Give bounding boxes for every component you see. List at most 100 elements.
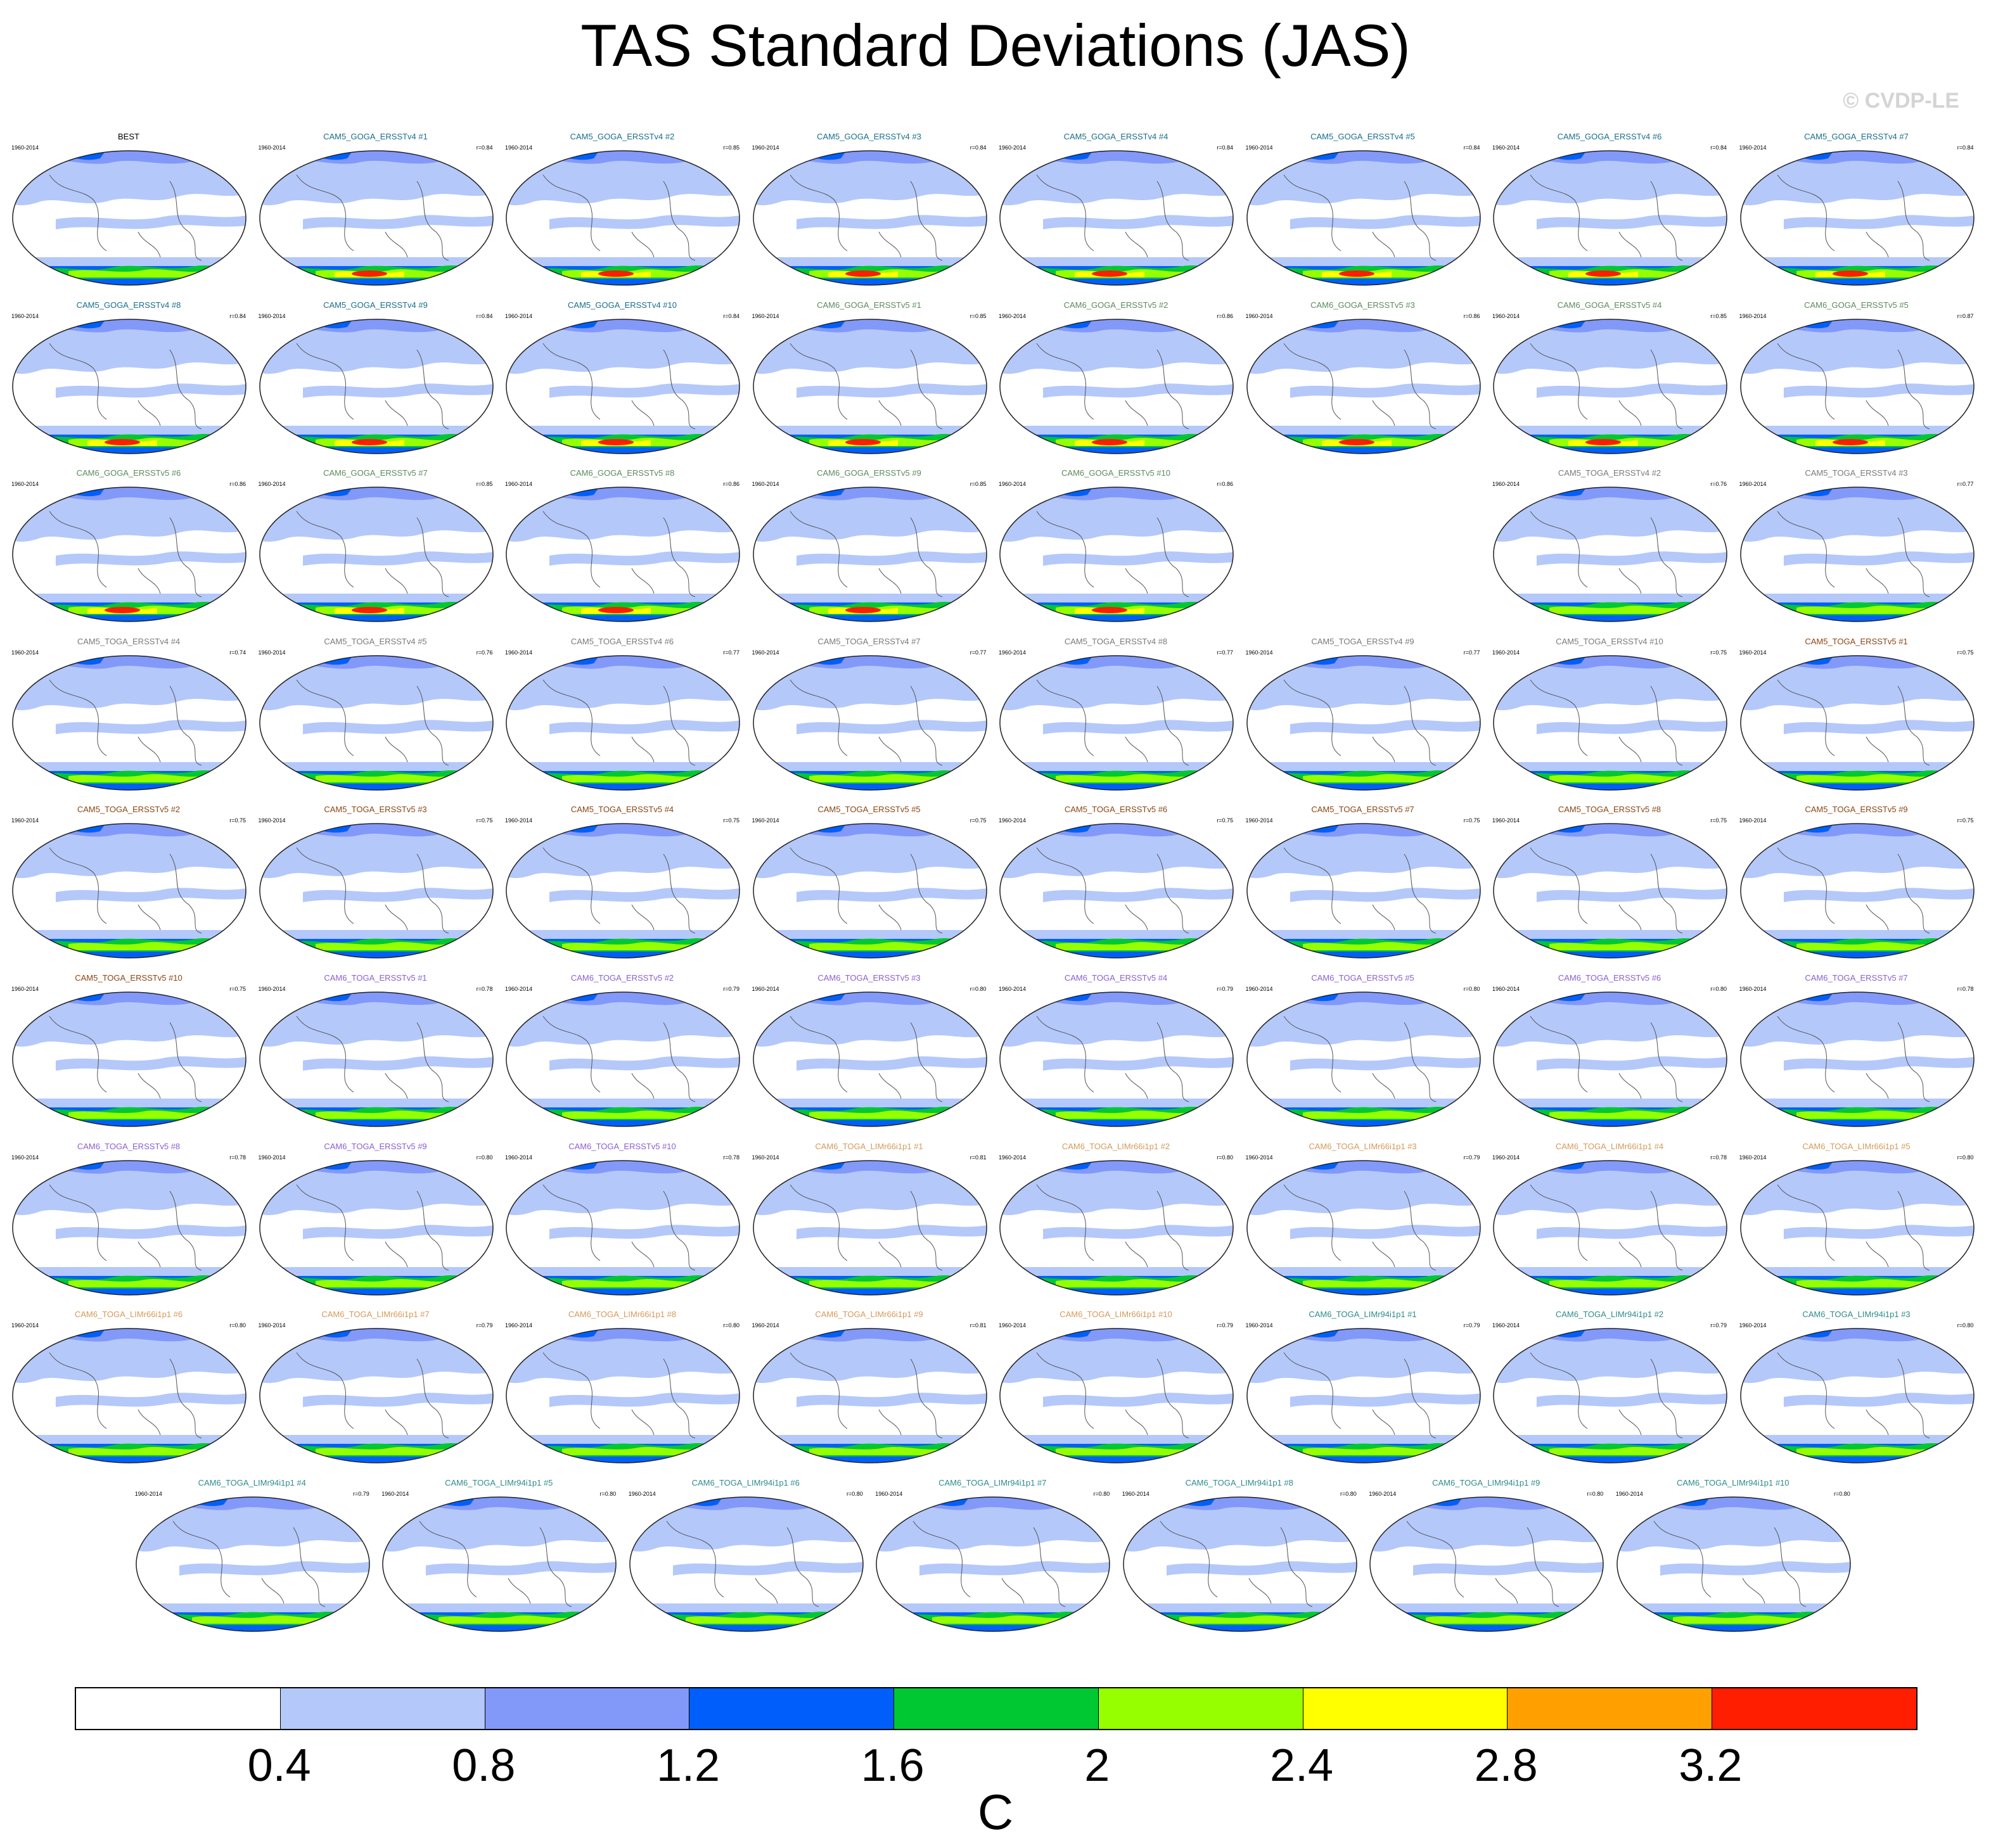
- map-panel: CAM5_TOGA_ERSSTv4 #10 1960-2014 r=0.75: [1490, 637, 1729, 794]
- robinson-map: [1493, 150, 1727, 286]
- panel-title: CAM6_GOGA_ERSSTv5 #8: [570, 468, 675, 478]
- panel-title: CAM5_TOGA_ERSSTv4 #10: [1556, 636, 1663, 646]
- panel-years: 1960-2014: [1492, 312, 1520, 319]
- map-panel: CAM6_TOGA_ERSSTv5 #5 1960-2014 r=0.80: [1243, 973, 1483, 1130]
- map-panel: CAM6_TOGA_LIMr66i1p1 #2 1960-2014 r=0.80: [996, 1142, 1236, 1299]
- robinson-map: [12, 823, 246, 959]
- robinson-map: [12, 318, 246, 454]
- robinson-map: [1123, 1496, 1357, 1632]
- robinson-map: [12, 487, 246, 622]
- map-panel: CAM6_TOGA_LIMr94i1p1 #10 1960-2014 r=0.80: [1613, 1478, 1853, 1635]
- colorbar-tick-label: 2.8: [1474, 1740, 1538, 1791]
- map-panel: CAM6_GOGA_ERSSTv5 #4 1960-2014 r=0.85: [1490, 300, 1729, 457]
- panel-title: CAM5_TOGA_ERSSTv4 #6: [570, 636, 674, 646]
- panel-title: CAM6_TOGA_LIMr94i1p1 #1: [1309, 1310, 1417, 1320]
- panel-title: CAM6_GOGA_ERSSTv5 #2: [1063, 300, 1168, 310]
- colorbar-units: C: [977, 1784, 1014, 1840]
- robinson-map: [1246, 318, 1481, 454]
- figure-title: TAS Standard Deviations (JAS): [580, 12, 1411, 79]
- panel-correlation: r=0.80: [1957, 1154, 1974, 1161]
- robinson-map: [752, 487, 987, 622]
- panel-correlation: r=0.80: [723, 1322, 739, 1329]
- panel-years: 1960-2014: [1615, 1490, 1643, 1497]
- panel-years: 1960-2014: [505, 986, 533, 992]
- robinson-map: [506, 1159, 740, 1296]
- panel-title: CAM5_TOGA_ERSSTv5 #5: [817, 805, 921, 815]
- panel-years: 1960-2014: [1492, 1154, 1520, 1161]
- map-panel: CAM6_TOGA_LIMr94i1p1 #8 1960-2014 r=0.80: [1120, 1478, 1359, 1635]
- panel-correlation: r=0.80: [599, 1490, 617, 1497]
- panel-years: 1960-2014: [999, 144, 1027, 151]
- panel-correlation: r=0.77: [1463, 649, 1480, 656]
- panel-title: CAM5_GOGA_ERSSTv4 #8: [76, 300, 181, 310]
- map-panel: CAM5_GOGA_ERSSTv4 #2 1960-2014 r=0.85: [503, 132, 742, 289]
- robinson-map: [1739, 150, 1975, 286]
- robinson-map: [1246, 150, 1481, 286]
- colorbar: [75, 1687, 1917, 1730]
- robinson-map: [259, 150, 494, 286]
- panel-years: 1960-2014: [505, 312, 533, 319]
- panel-years: 1960-2014: [258, 144, 286, 151]
- panel-correlation: r=0.75: [1957, 649, 1974, 656]
- robinson-map: [259, 655, 494, 791]
- robinson-map: [752, 318, 987, 454]
- panel-years: 1960-2014: [258, 312, 286, 319]
- robinson-map: [999, 150, 1234, 286]
- panel-correlation: r=0.79: [352, 1490, 369, 1497]
- panel-years: 1960-2014: [505, 649, 533, 656]
- panel-years: 1960-2014: [1245, 986, 1273, 992]
- colorbar-segment: [894, 1688, 1099, 1729]
- map-panel: CAM6_TOGA_LIMr94i1p1 #6 1960-2014 r=0.80: [626, 1478, 866, 1635]
- panel-title: CAM5_GOGA_ERSSTv4 #4: [1063, 132, 1168, 141]
- panel-years: 1960-2014: [1739, 649, 1767, 656]
- panel-title: CAM6_TOGA_ERSSTv5 #3: [817, 973, 921, 983]
- robinson-map: [752, 1159, 987, 1296]
- panel-years: 1960-2014: [134, 1490, 162, 1497]
- panel-title: CAM6_GOGA_ERSSTv5 #1: [817, 300, 921, 310]
- map-panel: CAM5_GOGA_ERSSTv4 #8 1960-2014 r=0.84: [9, 300, 248, 457]
- robinson-map: [1246, 991, 1481, 1127]
- robinson-map: [506, 487, 740, 622]
- map-panel: CAM5_TOGA_ERSSTv4 #4 1960-2014 r=0.74: [9, 637, 248, 794]
- colorbar-segment: [1098, 1688, 1303, 1729]
- panel-correlation: r=0.75: [1710, 649, 1727, 656]
- panel-years: 1960-2014: [11, 312, 39, 319]
- robinson-map: [506, 150, 740, 286]
- map-panel: CAM5_TOGA_ERSSTv5 #1 1960-2014 r=0.75: [1737, 637, 1976, 794]
- panel-years: 1960-2014: [11, 144, 39, 151]
- panel-years: 1960-2014: [505, 144, 533, 151]
- panel-correlation: r=0.77: [1217, 649, 1233, 656]
- panel-years: 1960-2014: [1739, 481, 1767, 488]
- panel-years: 1960-2014: [1739, 1322, 1767, 1329]
- panel-years: 1960-2014: [11, 817, 39, 824]
- map-panel: CAM6_TOGA_LIMr66i1p1 #9 1960-2014 r=0.81: [750, 1310, 989, 1467]
- map-panel: CAM6_TOGA_LIMr66i1p1 #5 1960-2014 r=0.80: [1737, 1142, 1976, 1299]
- panel-title: CAM6_TOGA_LIMr66i1p1 #8: [568, 1310, 677, 1320]
- panel-years: 1960-2014: [1245, 649, 1273, 656]
- map-panel: CAM5_TOGA_ERSSTv4 #6 1960-2014 r=0.77: [503, 637, 742, 794]
- panel-correlation: r=0.80: [1833, 1490, 1850, 1497]
- robinson-map: [752, 991, 987, 1127]
- panel-correlation: r=0.77: [1957, 481, 1974, 488]
- panel-title: CAM6_TOGA_LIMr94i1p1 #5: [445, 1477, 553, 1488]
- panel-title: CAM5_TOGA_ERSSTv5 #8: [1558, 805, 1661, 815]
- panel-correlation: r=0.84: [723, 312, 739, 319]
- robinson-map: [12, 1328, 246, 1463]
- colorbar-segment: [1508, 1688, 1713, 1729]
- map-panel: CAM5_GOGA_ERSSTv4 #6 1960-2014 r=0.84: [1490, 132, 1729, 289]
- panel-correlation: r=0.75: [1710, 817, 1727, 824]
- robinson-map: [259, 823, 494, 959]
- panel-title: CAM6_TOGA_LIMr94i1p1 #9: [1432, 1477, 1540, 1488]
- map-panel: CAM5_GOGA_ERSSTv4 #3 1960-2014 r=0.84: [750, 132, 989, 289]
- map-panel: CAM5_TOGA_ERSSTv5 #5 1960-2014 r=0.75: [750, 805, 989, 962]
- panel-years: 1960-2014: [505, 1154, 533, 1161]
- map-panel: CAM5_TOGA_ERSSTv5 #6 1960-2014 r=0.75: [996, 805, 1236, 962]
- panel-years: 1960-2014: [875, 1490, 903, 1497]
- panel-years: 1960-2014: [1122, 1490, 1149, 1497]
- colorbar-tick-label: 2.4: [1269, 1740, 1334, 1791]
- panel-correlation: r=0.79: [1217, 986, 1233, 992]
- panel-title: CAM6_TOGA_ERSSTv5 #2: [570, 973, 674, 983]
- colorbar-segment: [280, 1688, 485, 1729]
- map-panel: CAM6_TOGA_LIMr66i1p1 #1 1960-2014 r=0.81: [750, 1142, 989, 1299]
- panel-correlation: r=0.85: [1710, 312, 1727, 319]
